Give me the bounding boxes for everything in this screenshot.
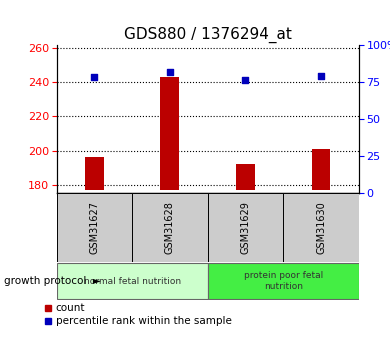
Bar xyxy=(283,193,359,262)
Bar xyxy=(207,263,359,299)
Bar xyxy=(236,164,255,190)
Bar xyxy=(312,149,330,190)
Title: GDS880 / 1376294_at: GDS880 / 1376294_at xyxy=(124,27,292,43)
Bar xyxy=(160,77,179,190)
Bar xyxy=(132,193,207,262)
Text: growth protocol  ►: growth protocol ► xyxy=(4,276,101,286)
Point xyxy=(167,69,173,74)
Text: normal fetal nutrition: normal fetal nutrition xyxy=(83,277,181,286)
Bar xyxy=(85,157,104,190)
Text: GSM31630: GSM31630 xyxy=(316,201,326,254)
Point xyxy=(242,78,248,83)
Text: protein poor fetal
nutrition: protein poor fetal nutrition xyxy=(244,272,323,291)
Text: GSM31629: GSM31629 xyxy=(241,201,250,254)
Text: GSM31628: GSM31628 xyxy=(165,201,175,254)
Bar xyxy=(57,263,207,299)
Bar xyxy=(57,193,132,262)
Legend: count, percentile rank within the sample: count, percentile rank within the sample xyxy=(43,302,232,327)
Point xyxy=(91,75,98,80)
Text: GSM31627: GSM31627 xyxy=(89,201,99,255)
Bar xyxy=(207,193,283,262)
Point xyxy=(318,73,324,79)
